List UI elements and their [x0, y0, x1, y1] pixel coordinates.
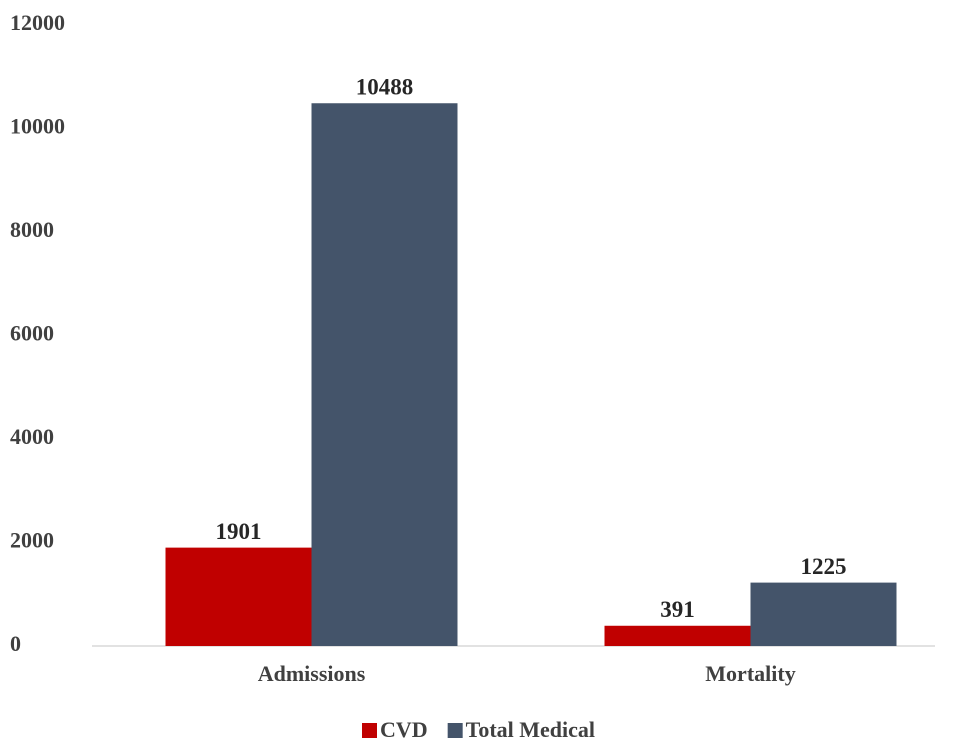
- legend-swatch: [362, 723, 377, 738]
- legend-swatch: [447, 723, 463, 738]
- y-tick-label: 8000: [10, 217, 54, 242]
- data-label: 391: [660, 597, 695, 622]
- bar: [165, 547, 312, 646]
- y-tick-label: 4000: [10, 424, 54, 449]
- bar: [311, 103, 458, 647]
- data-label: 1225: [801, 554, 847, 579]
- y-tick-label: 12000: [10, 10, 65, 35]
- y-tick-label: 2000: [10, 528, 54, 553]
- legend-label: Total Medical: [466, 717, 595, 742]
- x-tick-label: Mortality: [705, 661, 795, 686]
- legend-label: CVD: [380, 717, 428, 742]
- bar: [750, 582, 897, 646]
- data-label: 10488: [356, 75, 414, 100]
- y-tick-label: 6000: [10, 321, 54, 346]
- y-tick-label: 0: [10, 631, 21, 656]
- x-tick-label: Admissions: [258, 661, 366, 686]
- bar: [604, 625, 751, 646]
- y-tick-label: 10000: [10, 114, 65, 139]
- data-label: 1901: [216, 519, 262, 544]
